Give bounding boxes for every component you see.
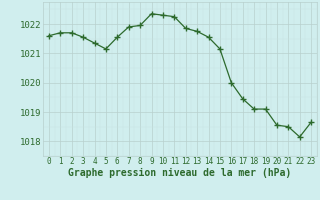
X-axis label: Graphe pression niveau de la mer (hPa): Graphe pression niveau de la mer (hPa): [68, 168, 292, 178]
